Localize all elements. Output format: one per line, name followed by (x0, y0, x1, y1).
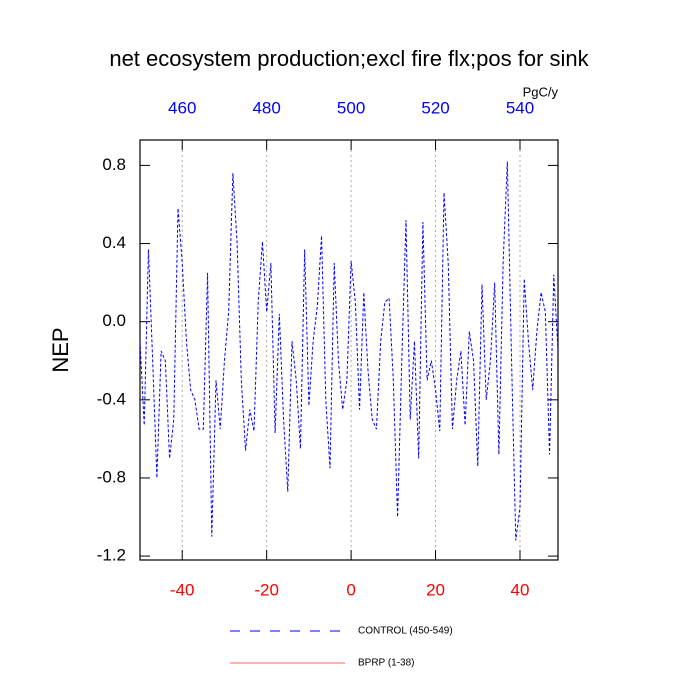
x-tick-label: -40 (170, 580, 195, 599)
x-tick-label: 0 (346, 580, 355, 599)
x-tick-label: 20 (426, 580, 445, 599)
data-line (139, 161, 559, 541)
legend-label: CONTROL (450-549) (358, 626, 453, 637)
plot-frame (139, 139, 559, 561)
y-axis-label: NEP (48, 327, 73, 372)
x2-tick-label: 460 (168, 98, 196, 117)
x2-tick-label: 540 (506, 98, 534, 117)
y-tick-label: -0.8 (97, 467, 126, 486)
x2-tick-label: 500 (337, 98, 365, 117)
y-tick-label: 0.4 (102, 233, 126, 252)
chart-title: net ecosystem production;excl fire flx;p… (109, 46, 589, 71)
x-tick-label: 40 (511, 580, 530, 599)
y-tick-label: 0.0 (102, 311, 126, 330)
legend-label: BPRP (1-38) (358, 658, 415, 669)
y-tick-label: 0.8 (102, 155, 126, 174)
x2-tick-label: 520 (421, 98, 449, 117)
y-tick-label: -1.2 (97, 546, 126, 565)
x2-axis-label: PgC/y (523, 84, 559, 99)
y-tick-label: -0.4 (97, 389, 126, 408)
x-tick-label: -20 (254, 580, 279, 599)
x2-tick-label: 480 (252, 98, 280, 117)
